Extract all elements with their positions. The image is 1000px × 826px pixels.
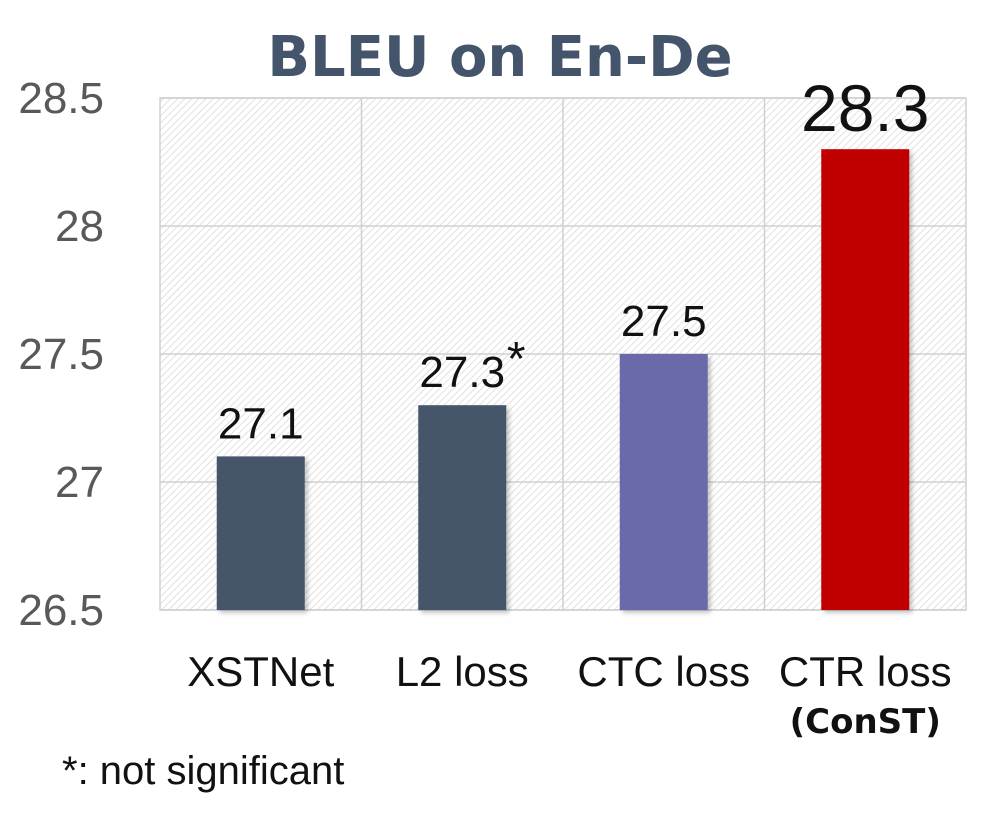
significance-mark: * [507,333,526,386]
y-tick-label: 27 [55,458,104,507]
x-tick-sublabel: (ConST) [790,702,941,742]
chart-title: BLEU on En-De [267,25,732,90]
x-tick-label: CTC loss [577,648,750,695]
bars [216,149,910,610]
bar [821,149,910,610]
bar [619,354,708,610]
data-label: 28.3 [801,71,929,145]
y-tick-label: 28.5 [18,74,104,123]
y-axis-ticks: 26.5 27 27.5 28 28.5 [18,74,104,635]
data-labels: 27.1 27.3 * 27.5 28.3 [218,71,930,448]
data-label: 27.3 [419,348,505,397]
x-axis-ticks: XSTNet L2 loss CTC loss CTR loss (ConST) [187,648,951,742]
x-tick-label: CTR loss [779,648,952,695]
x-tick-label: XSTNet [187,648,334,695]
y-tick-label: 27.5 [18,330,104,379]
data-label: 27.1 [218,399,304,448]
footnote: *: not significant [62,749,344,793]
data-label: 27.5 [621,297,707,346]
bar [418,405,507,610]
y-tick-label: 28 [55,202,104,251]
bar [216,456,305,610]
y-tick-label: 26.5 [18,586,104,635]
x-tick-label: L2 loss [396,648,529,695]
